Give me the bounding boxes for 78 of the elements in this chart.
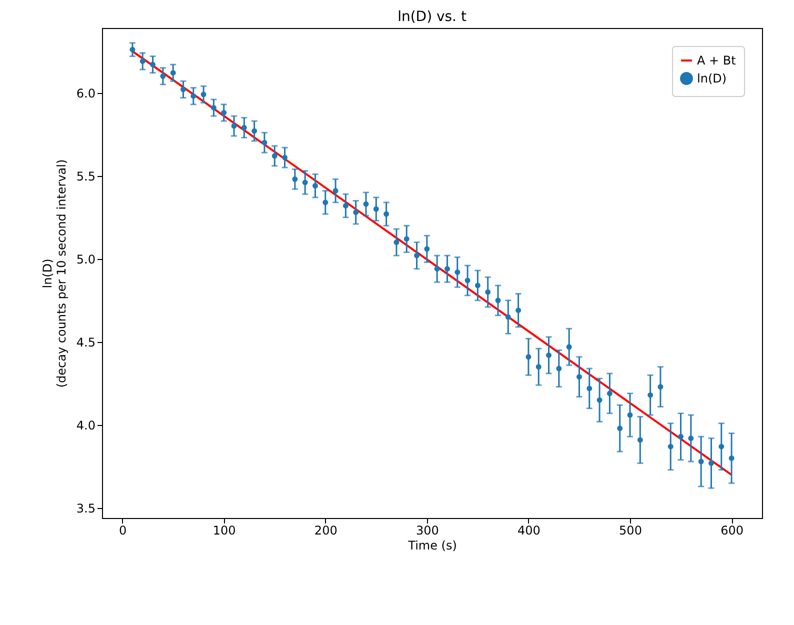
point [485,289,491,295]
point [637,437,643,443]
point [210,104,216,110]
y-tick-label: 5.0 [76,252,96,266]
point [170,70,176,76]
point [394,240,400,246]
point [627,412,633,418]
point [312,183,318,189]
point [586,386,592,392]
point [434,266,440,272]
chart-title: ln(D) vs. t [398,9,467,25]
y-tick-label: 6.0 [76,86,96,100]
point [221,110,227,116]
point [282,154,288,160]
point [474,282,480,288]
point [180,86,186,92]
legend-label: A + Bt [697,54,736,68]
point [384,211,390,217]
x-tick-label: 600 [720,524,744,538]
point [495,298,501,304]
point [252,128,258,134]
y-axis-title: ln(D) (decay counts per 10 second interval) [40,159,68,388]
point [505,314,511,320]
point [546,352,552,358]
point [688,436,694,442]
point [698,458,704,464]
x-tick-label: 500 [619,524,642,538]
point [617,426,623,432]
x-tick-label: 400 [518,524,540,538]
point [140,58,146,64]
point [272,153,278,159]
point [373,206,379,212]
point [576,374,582,380]
point [536,364,542,370]
point [353,210,359,216]
point [150,62,156,68]
point [292,176,298,182]
y-tick-label: 5.5 [76,169,96,184]
point [658,384,664,390]
x-axis-title: Time (s) [407,538,457,552]
y-tick-label: 4.0 [76,418,96,432]
point [363,201,369,207]
point [556,366,562,372]
point [718,444,724,450]
point [130,46,136,52]
point [231,123,237,129]
x-tick-label: 300 [416,524,439,538]
point [678,434,684,440]
point [262,140,268,146]
point [342,202,348,208]
legend-label: ln(D) [697,72,727,86]
y-tick-label: 4.5 [76,335,96,350]
point [424,246,430,252]
x-tick-label: 100 [212,524,236,538]
point [200,92,206,98]
point [516,308,522,314]
point [566,344,572,350]
point [464,278,470,284]
point [241,124,247,130]
point [454,269,460,275]
x-tick-label: 200 [314,524,338,538]
point [302,180,308,186]
point [332,188,338,194]
point [728,455,734,461]
x-tick-label: 0 [118,524,127,538]
point [190,93,196,99]
point [596,397,602,403]
y-tick-label: 3.5 [76,502,96,516]
point [404,236,410,242]
point [708,460,714,466]
point [648,392,654,398]
point [606,390,612,396]
point [414,252,420,258]
point [526,354,532,360]
point [322,200,328,206]
point [668,444,674,450]
point [444,266,450,272]
point [160,73,166,79]
